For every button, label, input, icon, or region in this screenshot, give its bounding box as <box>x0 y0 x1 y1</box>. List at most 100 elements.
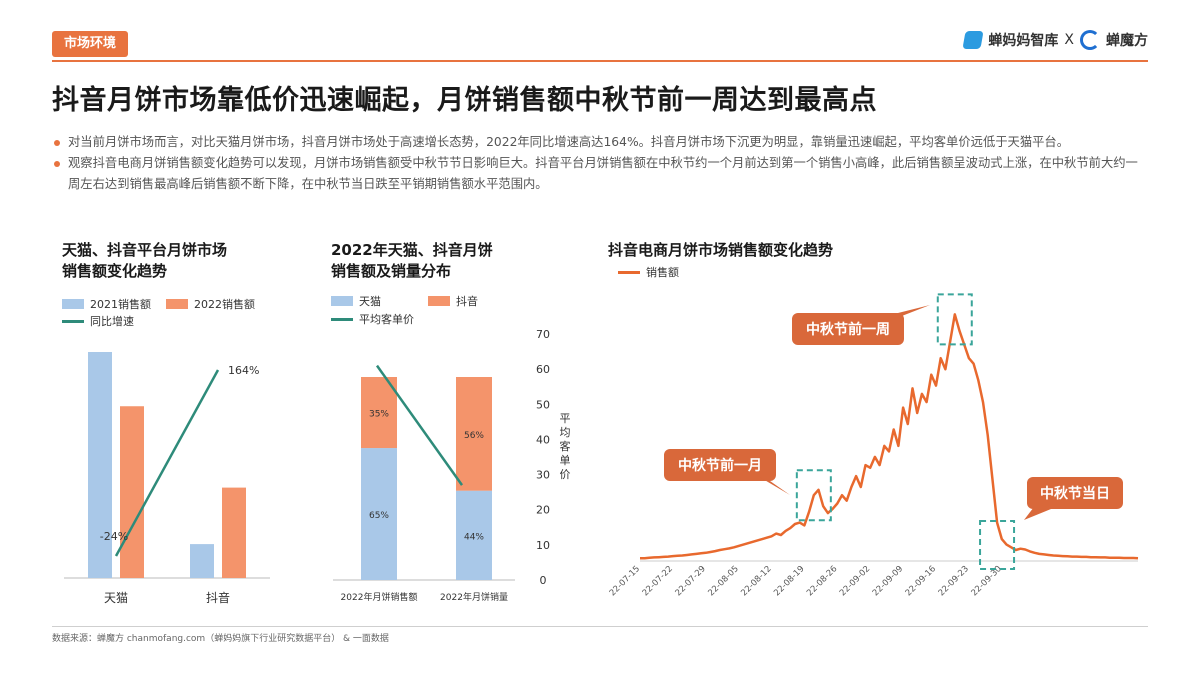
annotation-box <box>979 520 1016 570</box>
bullet-item: 观察抖音电商月饼销售额变化趋势可以发现，月饼市场销售额受中秋节节日影响巨大。抖音… <box>52 153 1148 195</box>
bar-tmall <box>456 490 492 580</box>
chart2-svg: 65% 35% 2022年月饼销售额 44% 56% 2022年月饼销量 0 10 20 30 40… <box>333 328 571 603</box>
chart3-title: 抖音电商月饼市场销售额变化趋势 <box>608 241 834 259</box>
bullet-list: 对当前月饼市场而言，对比天猫月饼市场，抖音月饼市场处于高速增长态势，2022年同… <box>52 132 1148 195</box>
y2-tick-label: 50 <box>536 398 550 411</box>
callout-pointer <box>756 475 790 495</box>
data-source: 数据来源：蝉魔方 chanmofang.com（蝉妈妈旗下行业研究数据平台） &… <box>52 634 389 644</box>
chart1-title-line: 天猫、抖音平台月饼市场 <box>62 241 228 259</box>
chanmama-logo-icon <box>962 31 984 49</box>
x-tick-label: 22-07-15 <box>608 564 642 598</box>
bar-2021 <box>88 352 112 578</box>
y2-tick-label: 0 <box>540 574 547 587</box>
x-tick-label: 抖音 <box>206 590 230 605</box>
chanmofang-logo-icon <box>1080 30 1100 50</box>
chart1-svg: 天猫 抖音 -24% 164% <box>64 352 270 605</box>
chart3-legend: 销售额 <box>618 264 679 280</box>
y2-tick-label: 30 <box>536 469 550 482</box>
callout-label: 中秋节当日 <box>1040 485 1110 502</box>
y2-axis-label-char: 单 <box>560 454 571 467</box>
chart1-title: 天猫、抖音平台月饼市场 销售额变化趋势 <box>62 240 227 282</box>
y2-axis-label-char: 平 <box>560 412 571 425</box>
legend-swatch <box>331 317 353 321</box>
legend-label: 2022销售额 <box>194 298 255 311</box>
x-tick-label: 天猫 <box>104 591 128 605</box>
annotation-box <box>936 293 973 346</box>
callout-pointer <box>884 305 930 323</box>
legend-label: 平均客单价 <box>359 313 414 326</box>
legend-label: 销售额 <box>646 266 679 279</box>
bar-data-label: 56% <box>464 431 484 441</box>
callout-label: 中秋节前一月 <box>678 457 762 474</box>
yoy-line <box>114 369 220 557</box>
legend-swatch <box>428 296 450 306</box>
legend-label: 天猫 <box>359 295 381 308</box>
y2-axis-label-char: 均 <box>560 426 571 439</box>
y2-axis-label-char: 价 <box>560 468 571 481</box>
bullet-item: 对当前月饼市场而言，对比天猫月饼市场，抖音月饼市场处于高速增长态势，2022年同… <box>52 132 1148 153</box>
x-tick-label: 22-08-19 <box>772 564 806 598</box>
x-tick-label: 22-09-09 <box>871 564 905 598</box>
x-tick-label: 22-08-05 <box>706 564 740 598</box>
chart1-legend-2022: 2022销售额 <box>166 296 255 312</box>
bar-2021 <box>190 544 214 578</box>
y2-tick-label: 60 <box>536 363 550 376</box>
x-tick-label: 22-09-23 <box>937 564 971 598</box>
callout-label: 中秋节前一周 <box>806 321 890 338</box>
callout-pointer <box>1024 503 1051 520</box>
chart3-svg: 22-07-1522-07-2222-07-2922-08-0522-08-12… <box>608 293 1139 598</box>
yoy-data-label: -24% <box>100 530 128 543</box>
chart2-title-line: 销售额及销量分布 <box>331 262 452 280</box>
x-tick-label: 2022年月饼销售额 <box>341 591 418 603</box>
legend-label: 2021销售额 <box>90 298 151 311</box>
callout-bubble <box>664 449 776 481</box>
x-tick-label: 22-09-16 <box>904 564 938 598</box>
bar-2022 <box>222 487 246 578</box>
yoy-data-label: 164% <box>228 364 259 377</box>
top-divider <box>52 60 1148 62</box>
y2-tick-label: 20 <box>536 504 550 517</box>
legend-label: 抖音 <box>456 295 478 308</box>
sales-line <box>640 313 1139 560</box>
legend-swatch <box>62 319 84 323</box>
y2-axis-label-char: 客 <box>560 439 571 453</box>
x-tick-label: 2022年月饼销量 <box>440 591 508 603</box>
bar-douyin <box>456 377 492 491</box>
bottom-divider <box>52 626 1148 627</box>
legend-swatch <box>166 299 188 309</box>
chart1-title-line: 销售额变化趋势 <box>62 262 168 280</box>
legend-swatch <box>618 270 640 274</box>
bar-douyin <box>361 377 397 449</box>
chart2-legend-tmall: 天猫 <box>331 293 381 309</box>
chart1-legend-2021: 2021销售额 <box>62 296 151 312</box>
callout-bubble <box>792 313 904 345</box>
y2-tick-label: 40 <box>536 433 550 446</box>
brand-left-text: 蝉妈妈智库 <box>988 33 1059 49</box>
chart2-title-line: 2022年天猫、抖音月饼 <box>331 241 493 259</box>
bar-data-label: 35% <box>369 410 389 420</box>
bar-data-label: 65% <box>369 511 389 521</box>
x-tick-label: 22-07-22 <box>641 564 675 598</box>
x-tick-label: 22-09-02 <box>838 564 872 598</box>
legend-swatch <box>331 296 353 306</box>
brand-x-text: X <box>1064 32 1074 48</box>
chart2-title: 2022年天猫、抖音月饼 销售额及销量分布 <box>331 240 493 282</box>
callout-bubble <box>1027 477 1123 509</box>
x-tick-label: 22-08-26 <box>805 564 839 598</box>
y2-tick-label: 70 <box>536 328 550 341</box>
legend-label: 同比增速 <box>90 315 134 328</box>
x-tick-label: 22-08-12 <box>739 564 773 598</box>
section-tag: 市场环境 <box>52 31 129 57</box>
bar-data-label: 44% <box>464 532 484 542</box>
chart1-legend-yoy: 同比增速 <box>62 313 134 329</box>
chart2-legend-price: 平均客单价 <box>331 311 414 327</box>
bar-2022 <box>120 406 144 578</box>
x-tick-label: 22-09-30 <box>970 564 1004 598</box>
x-tick-label: 22-07-29 <box>674 564 708 598</box>
page-title: 抖音月饼市场靠低价迅速崛起，月饼销售额中秋节前一周达到最高点 <box>52 85 877 116</box>
price-line <box>375 364 464 486</box>
legend-swatch <box>62 299 84 309</box>
bar-tmall <box>361 448 397 580</box>
brand-logos: 蝉妈妈智库 X 蝉魔方 <box>962 30 1148 50</box>
annotation-box <box>795 469 832 522</box>
